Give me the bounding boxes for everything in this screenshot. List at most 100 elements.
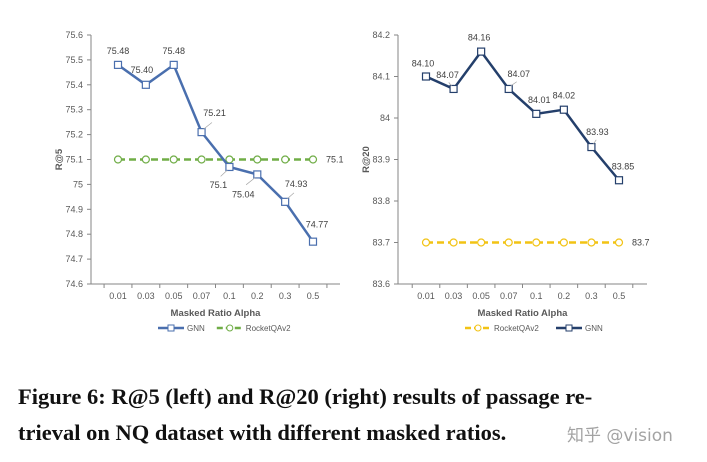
y-tick-label: 74.8 — [65, 229, 83, 239]
data-point-rocketqav2 — [141, 155, 150, 164]
data-point-rocketqav2 — [559, 238, 568, 247]
label-leader — [510, 81, 517, 87]
y-tick-label: 75.5 — [65, 55, 83, 65]
x-axis-title: Masked Ratio Alpha — [171, 308, 262, 319]
data-point-gnn — [197, 128, 206, 137]
data-point-rocketqav2 — [421, 238, 431, 247]
x-tick-label: 0.03 — [445, 291, 463, 301]
y-axis-title: R@5 — [54, 148, 65, 170]
x-tick-label: 0.1 — [530, 291, 543, 301]
legend-label: RocketQAv2 — [246, 324, 291, 333]
data-point-rocketqav2 — [614, 238, 624, 247]
data-label: 75.40 — [131, 65, 154, 75]
data-point-rocketqav2 — [169, 155, 178, 164]
label-leader — [245, 177, 256, 186]
data-point-rocketqav2 — [532, 238, 541, 247]
caption-line-1: Figure 6: R@5 (left) and R@20 (right) re… — [18, 384, 593, 409]
x-tick-label: 0.2 — [251, 291, 264, 301]
data-label: 84.10 — [412, 59, 435, 69]
label-leader — [220, 169, 228, 177]
data-label: 84.02 — [553, 91, 576, 101]
data-point-gnn — [141, 80, 150, 89]
data-label: 84.07 — [507, 69, 530, 79]
data-label: 75.21 — [203, 108, 226, 118]
data-point-rocketqav2 — [587, 238, 596, 247]
y-tick-label: 74.7 — [65, 254, 83, 264]
legend-item-gnn: GNN — [158, 324, 205, 333]
legend-marker — [167, 324, 175, 332]
data-point-rocketqav2 — [477, 238, 486, 247]
y-tick-label: 83.6 — [372, 279, 390, 289]
data-point-gnn — [169, 60, 178, 69]
x-tick-label: 0.05 — [472, 291, 490, 301]
legend-marker — [474, 324, 482, 332]
y-tick-label: 74.9 — [65, 204, 83, 214]
data-label: 75.1 — [210, 180, 228, 190]
data-point-rocketqav2 — [113, 155, 123, 164]
data-point-gnn — [559, 105, 568, 114]
legend-label: GNN — [585, 324, 603, 333]
legend-label: RocketQAv2 — [494, 324, 539, 333]
data-label: 75.48 — [162, 46, 185, 56]
y-axis-title: R@20 — [361, 146, 372, 173]
x-tick-label: 0.3 — [585, 291, 598, 301]
data-label: 84.01 — [528, 95, 551, 105]
x-tick-label: 0.07 — [500, 291, 518, 301]
data-point-gnn — [449, 84, 458, 94]
legend-label: GNN — [187, 324, 205, 333]
data-label: 75.04 — [232, 189, 255, 199]
y-tick-label: 75 — [73, 179, 83, 189]
y-tick-label: 75.3 — [65, 105, 83, 115]
data-label: 84.07 — [436, 70, 459, 80]
data-point-gnn — [308, 237, 318, 246]
data-point-gnn — [225, 162, 234, 172]
x-tick-label: 0.07 — [193, 291, 211, 301]
data-point-rocketqav2 — [281, 155, 290, 164]
legend-item-rocketqav2: RocketQAv2 — [465, 324, 539, 333]
data-point-rocketqav2 — [308, 155, 318, 164]
data-point-gnn — [477, 47, 486, 56]
data-label: 84.16 — [468, 33, 491, 43]
y-tick-label: 74.6 — [65, 279, 83, 289]
data-point-gnn — [281, 197, 290, 206]
series-line-gnn — [117, 62, 315, 243]
watermark: 知乎 @vision — [567, 426, 673, 446]
data-point-rocketqav2 — [197, 155, 206, 164]
data-point-gnn — [504, 84, 513, 94]
data-point-rocketqav2 — [253, 155, 262, 164]
caption-line-2: trieval on NQ dataset with different mas… — [18, 420, 507, 445]
data-label: 75.48 — [107, 46, 130, 56]
x-tick-label: 0.3 — [279, 291, 292, 301]
legend-item-gnn: GNN — [556, 324, 603, 333]
chart-r20: 84.2 84.1 84 83.9 83.8 83.7 83.6 0.01 0.03 0.05 0.… — [361, 30, 650, 333]
label-leader — [593, 139, 597, 145]
x-tick-label: 0.1 — [223, 291, 236, 301]
label-leader — [448, 82, 452, 87]
data-label-end: 83.7 — [632, 238, 650, 248]
data-point-gnn — [587, 142, 596, 152]
data-point-gnn — [614, 176, 624, 185]
series-line-gnn — [425, 49, 620, 182]
x-tick-label: 0.01 — [417, 291, 435, 301]
x-tick-label: 0.5 — [307, 291, 320, 301]
data-point-rocketqav2 — [449, 238, 458, 247]
x-tick-label: 0.01 — [109, 291, 127, 301]
data-point-gnn — [421, 72, 431, 81]
legend-item-rocketqav2: RocketQAv2 — [216, 324, 291, 333]
data-point-rocketqav2 — [504, 238, 513, 247]
label-leader — [203, 122, 213, 130]
y-tick-label: 83.9 — [372, 155, 390, 165]
x-tick-label: 0.2 — [558, 291, 571, 301]
y-tick-label: 84 — [380, 113, 390, 123]
x-tick-label: 0.03 — [137, 291, 155, 301]
legend-marker — [565, 324, 573, 332]
chart-r5: 75.6 75.5 75.4 75.3 75.2 75.1 75 74.9 74.8 74.7 74… — [54, 30, 344, 333]
x-tick-label: 0.05 — [165, 291, 183, 301]
figure-caption: Figure 6: R@5 (left) and R@20 (right) re… — [18, 379, 707, 451]
y-tick-label: 83.8 — [372, 196, 390, 206]
y-tick-label: 84.1 — [372, 72, 390, 82]
data-label: 74.93 — [285, 179, 308, 189]
data-label: 83.85 — [612, 161, 635, 171]
legend-marker — [226, 324, 234, 332]
